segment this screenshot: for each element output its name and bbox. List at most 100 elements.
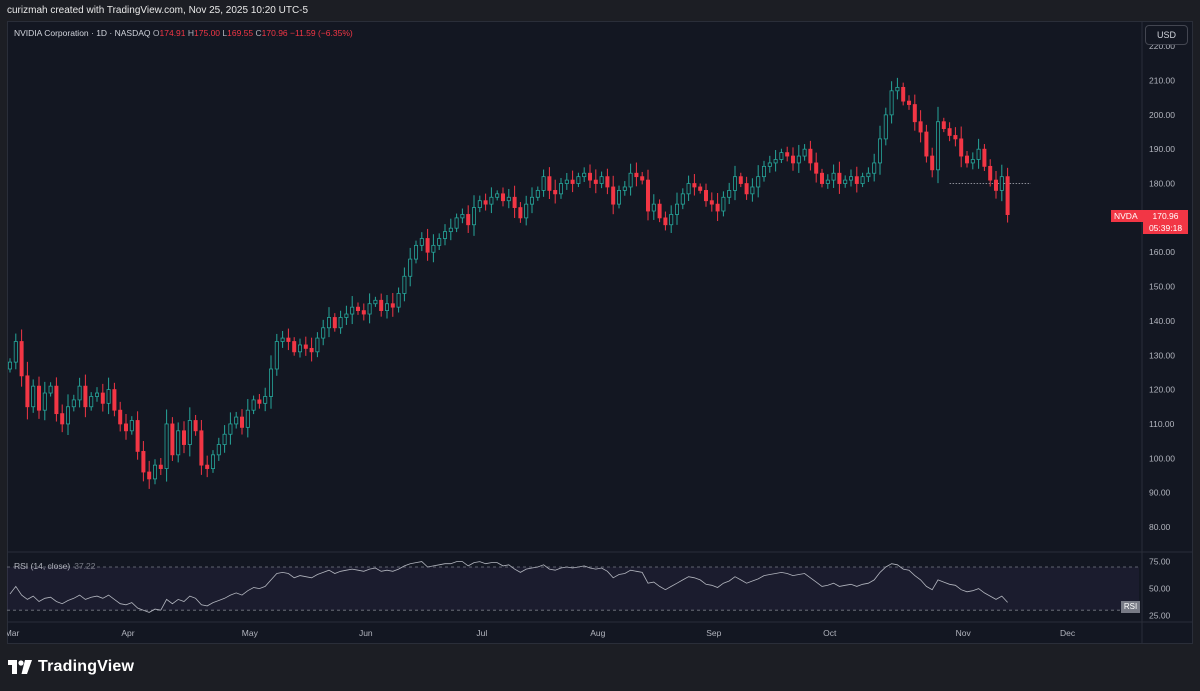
candle-body [176, 430, 181, 456]
candle-body [878, 138, 883, 164]
price-tick-label: 120.00 [1149, 385, 1175, 395]
time-tick-label: May [242, 628, 259, 638]
candle-body [350, 306, 355, 315]
candle-body [709, 200, 714, 205]
candle-body [396, 293, 401, 308]
candle-body [941, 121, 946, 129]
price-tick-label: 140.00 [1149, 316, 1175, 326]
time-axis[interactable]: Mar Apr May Jun Jul Aug Sep Oct Nov Dec [7, 628, 1076, 638]
candle-body [814, 162, 819, 174]
candle-body [994, 179, 999, 191]
price-chart[interactable]: 80.00 90.00 100.00 110.00 120.00 130.00 140.00… [7, 21, 1193, 644]
open-label: O [152, 28, 160, 38]
currency-button[interactable]: USD [1145, 25, 1188, 45]
candle-body [106, 389, 111, 404]
candle-body [831, 172, 836, 181]
candle-body [89, 396, 94, 408]
candle-body [234, 416, 239, 425]
candle-body [796, 155, 801, 164]
candles [7, 77, 1031, 489]
candle-body [292, 341, 297, 353]
rsi-line [9, 561, 1008, 613]
candle-body [466, 214, 471, 226]
candle-body [95, 392, 100, 397]
rsi-value: 37.22 [74, 561, 96, 571]
time-tick-label: Oct [823, 628, 837, 638]
candle-body [704, 190, 709, 202]
rsi-tick-label: 75.00 [1149, 557, 1171, 567]
close-value: 170.96 [261, 28, 288, 38]
candle-body [19, 341, 24, 377]
candle-body [930, 155, 935, 171]
candle-body [999, 176, 1004, 191]
candle-body [675, 203, 680, 215]
rsi-legend: RSI (14, close) 37.22 [14, 561, 96, 571]
high-label: H [187, 28, 195, 38]
candle-body [448, 227, 453, 233]
high-value: 175.00 [194, 28, 221, 38]
rsi-badge: RSI [1121, 601, 1140, 613]
candle-body [733, 176, 738, 191]
price-tick-label: 80.00 [1149, 522, 1171, 532]
candle-body [222, 433, 227, 445]
price-tick-label: 90.00 [1149, 488, 1171, 498]
candle-body [640, 176, 645, 181]
candle-body [872, 162, 877, 174]
candle-body [326, 317, 331, 329]
candle-body [773, 159, 778, 164]
candle-body [367, 303, 372, 315]
price-tick-label: 130.00 [1149, 350, 1175, 360]
candle-body [228, 423, 233, 435]
candle-body [518, 207, 523, 219]
candle-body [970, 159, 975, 164]
candle-body [634, 172, 639, 178]
candle-body [419, 238, 424, 246]
candle-body [582, 172, 587, 178]
candle-body [750, 186, 755, 195]
candle-body [646, 179, 651, 212]
candle-body [384, 303, 389, 312]
candle-body [390, 303, 395, 308]
candle-body [559, 183, 564, 195]
candle-body [721, 196, 726, 212]
candle-body [135, 420, 140, 452]
candle-body [535, 190, 540, 198]
candle-body [402, 275, 407, 294]
candle-body [245, 409, 250, 428]
candle-body [187, 420, 192, 445]
candle-body [54, 385, 59, 415]
candle-body [7, 361, 13, 370]
candle-body [286, 337, 291, 342]
candle-body [651, 203, 656, 212]
candle-body [570, 179, 575, 184]
candle-body [599, 176, 604, 184]
time-tick-label: Apr [121, 628, 134, 638]
price-tick-label: 220.00 [1149, 41, 1175, 51]
time-tick-label: Nov [956, 628, 972, 638]
candle-body [698, 186, 703, 191]
candle-body [901, 86, 906, 102]
price-tick-label: 210.00 [1149, 76, 1175, 86]
candle-body [976, 148, 981, 160]
candle-body [36, 385, 41, 411]
rsi-tick-label: 25.00 [1149, 611, 1171, 621]
low-value: 169.55 [227, 28, 254, 38]
candle-body [959, 138, 964, 157]
candle-body [883, 114, 888, 140]
candle-body [379, 299, 384, 312]
candle-body [663, 217, 668, 226]
candle-body [442, 231, 447, 239]
candle-body [42, 392, 47, 411]
candle-body [158, 464, 163, 469]
candle-body [622, 186, 627, 191]
symbol-legend: NVIDIA Corporation · 1D · NASDAQ O174.91… [14, 28, 353, 38]
candle-body [669, 214, 674, 226]
candle-body [112, 389, 117, 411]
candle-body [506, 196, 511, 202]
candle-body [297, 344, 302, 353]
candle-body [77, 385, 82, 401]
candle-body [791, 155, 796, 164]
price-tick-label: 160.00 [1149, 247, 1175, 257]
price-axis[interactable]: 80.00 90.00 100.00 110.00 120.00 130.00 140.00… [1149, 41, 1175, 532]
candle-body [808, 148, 813, 164]
